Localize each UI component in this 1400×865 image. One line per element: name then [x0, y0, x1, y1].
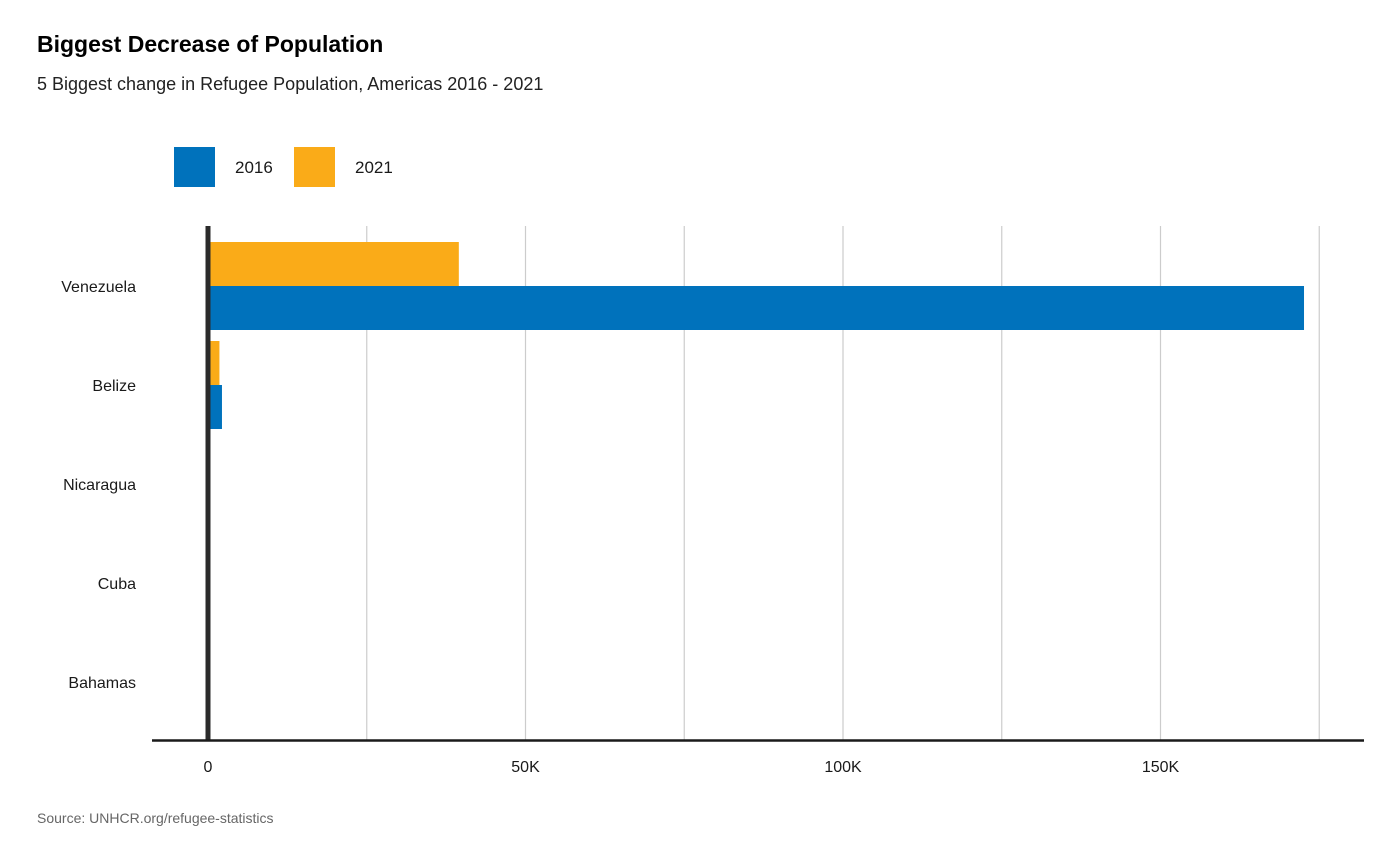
x-tick-label: 50K [511, 759, 540, 776]
legend-swatch-2021 [294, 147, 335, 187]
legend-swatch-2016 [174, 147, 215, 187]
legend-label-2021: 2021 [355, 158, 393, 177]
category-label-cuba: Cuba [98, 576, 136, 593]
x-tick-label: 0 [204, 759, 213, 776]
legend-label-2016: 2016 [235, 158, 273, 177]
source-note: Source: UNHCR.org/refugee-statistics [37, 810, 274, 826]
bar-venezuela-2021 [208, 242, 459, 286]
category-label-belize: Belize [92, 378, 136, 395]
x-tick-label: 100K [824, 759, 862, 776]
category-label-nicaragua: Nicaragua [63, 477, 136, 494]
bar-belize-2016 [208, 385, 222, 429]
x-tick-label: 150K [1142, 759, 1180, 776]
bar-belize-2021 [208, 341, 220, 385]
category-label-venezuela: Venezuela [61, 279, 136, 296]
bar-venezuela-2016 [208, 286, 1305, 330]
chart-subtitle: 5 Biggest change in Refugee Population, … [37, 74, 544, 94]
category-label-bahamas: Bahamas [68, 675, 136, 692]
chart-title: Biggest Decrease of Population [37, 31, 384, 57]
